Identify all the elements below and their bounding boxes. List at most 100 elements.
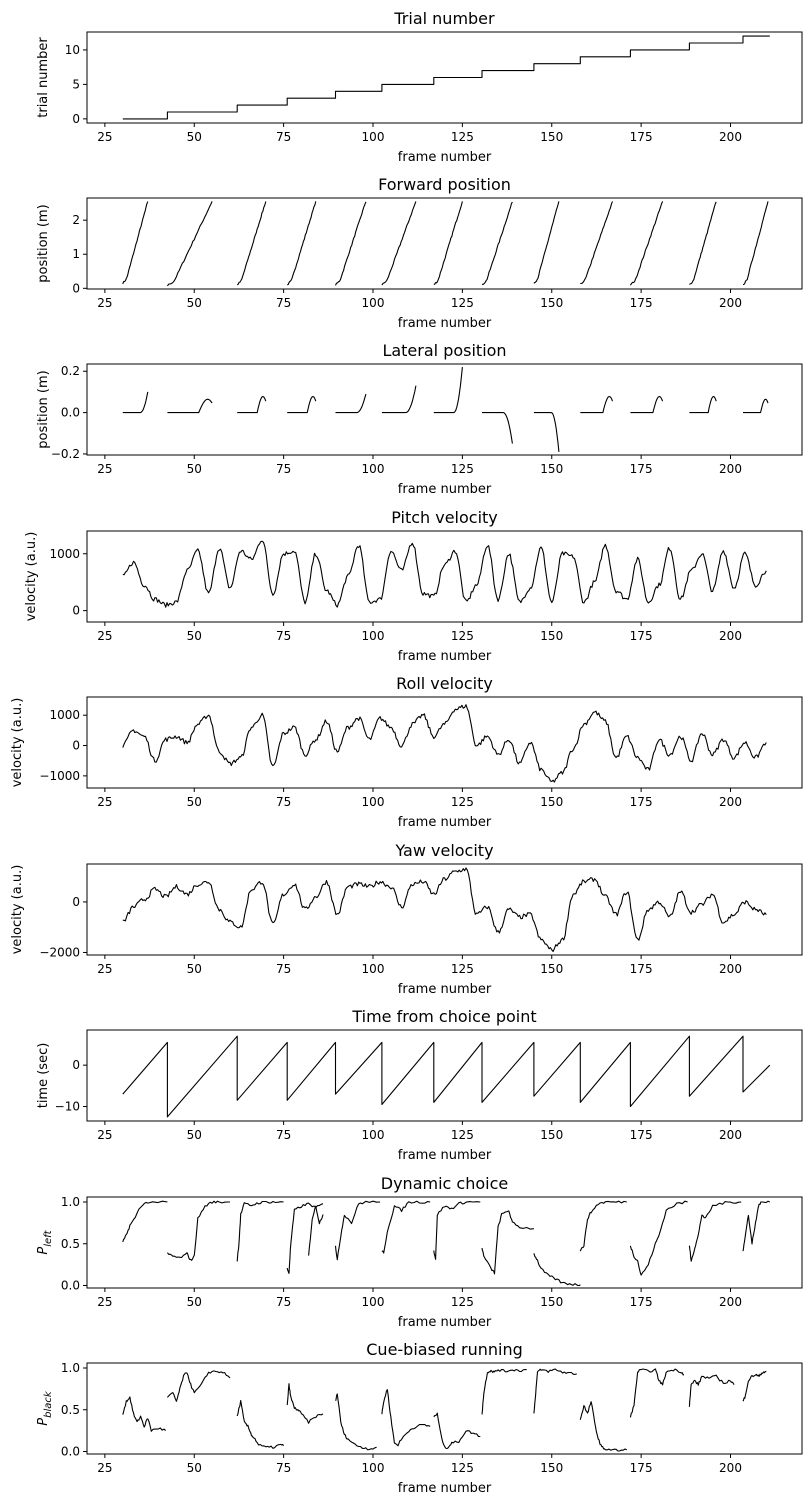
y-tick-label: −1000 bbox=[39, 769, 80, 783]
trial-position-line bbox=[381, 201, 417, 286]
x-tick-label: 50 bbox=[187, 1295, 202, 1309]
trial-probability-line bbox=[579, 1200, 627, 1252]
y-tick-label: −2000 bbox=[39, 945, 80, 959]
x-tick-label: 175 bbox=[630, 629, 653, 643]
trial-position-line bbox=[689, 201, 717, 285]
subplot-title: Time from choice point bbox=[351, 1007, 536, 1026]
trial-probability-line bbox=[166, 1370, 231, 1402]
subplot-3: Lateral position 25 50 75 100 125 150 175 200 −0.… bbox=[36, 341, 803, 497]
x-tick-label: 200 bbox=[719, 629, 742, 643]
x-tick-label: 200 bbox=[719, 1128, 742, 1142]
trial-lateral-line bbox=[237, 395, 267, 414]
x-tick-label: 150 bbox=[540, 962, 563, 976]
x-tick-label: 150 bbox=[540, 629, 563, 643]
x-tick-label: 50 bbox=[187, 962, 202, 976]
x-axis-label: frame number bbox=[398, 150, 492, 165]
x-tick-label: 25 bbox=[97, 462, 112, 476]
subplot-1: Trial number 25 50 75 100 125 150 175 200 0 5 10 fra… bbox=[36, 9, 803, 165]
trial-position-line bbox=[743, 201, 769, 286]
trial-position-line bbox=[533, 201, 560, 284]
y-tick-label: 0.0 bbox=[61, 1278, 80, 1292]
x-tick-label: 150 bbox=[540, 795, 563, 809]
x-axis-label: frame number bbox=[398, 649, 492, 664]
y-axis-label-text: time (sec) bbox=[36, 1043, 51, 1109]
x-tick-label: 150 bbox=[540, 1128, 563, 1142]
x-tick-label: 100 bbox=[362, 962, 385, 976]
subplot-title: Forward position bbox=[378, 175, 511, 194]
x-tick-label: 100 bbox=[362, 462, 385, 476]
x-tick-label: 100 bbox=[362, 1461, 385, 1475]
x-tick-label: 175 bbox=[630, 296, 653, 310]
trial-probability-line bbox=[381, 1200, 431, 1254]
x-tick-label: 75 bbox=[276, 462, 291, 476]
trial-position-line bbox=[580, 201, 614, 285]
x-tick-label: 125 bbox=[451, 462, 474, 476]
x-tick-label: 100 bbox=[362, 1128, 385, 1142]
x-tick-label: 25 bbox=[97, 1295, 112, 1309]
trial-probability-line bbox=[286, 1202, 324, 1274]
x-tick-label: 200 bbox=[719, 795, 742, 809]
x-tick-label: 25 bbox=[97, 1461, 112, 1475]
trial-probability-line bbox=[334, 1200, 381, 1261]
y-axis-label: velocity (a.u.) bbox=[24, 532, 39, 622]
y-axis-label-main: P bbox=[36, 1247, 51, 1255]
x-tick-label: 100 bbox=[362, 1295, 385, 1309]
y-axis-label-text: trial number bbox=[36, 37, 51, 118]
y-axis-label-subscript: left bbox=[43, 1229, 54, 1246]
x-axis-label: frame number bbox=[398, 815, 492, 830]
x-tick-label: 175 bbox=[630, 1461, 653, 1475]
y-tick-label: 0 bbox=[72, 1058, 80, 1072]
y-axis-label: position (m) bbox=[36, 370, 51, 448]
y-tick-label: 2 bbox=[72, 213, 80, 227]
trial-probability-line bbox=[533, 1253, 581, 1287]
x-tick-label: 150 bbox=[540, 1295, 563, 1309]
x-tick-label: 175 bbox=[630, 1128, 653, 1142]
x-tick-label: 200 bbox=[719, 130, 742, 144]
y-tick-label: 0 bbox=[72, 281, 80, 295]
x-tick-label: 125 bbox=[451, 1128, 474, 1142]
y-tick-label: 0.2 bbox=[61, 364, 80, 378]
subplot-title: Dynamic choice bbox=[381, 1174, 508, 1193]
y-tick-label: 5 bbox=[72, 77, 80, 91]
trial-probability-line bbox=[236, 1200, 284, 1262]
y-axis-label: time (sec) bbox=[36, 1043, 51, 1109]
x-tick-label: 200 bbox=[719, 462, 742, 476]
subplot-title: Cue-biased running bbox=[366, 1340, 523, 1359]
x-tick-label: 125 bbox=[451, 296, 474, 310]
y-tick-label: 1 bbox=[72, 247, 80, 261]
x-tick-label: 175 bbox=[630, 962, 653, 976]
trial-position-line bbox=[287, 201, 317, 286]
x-tick-label: 75 bbox=[276, 1128, 291, 1142]
trial-probability-line bbox=[742, 1200, 771, 1252]
x-axis-label: frame number bbox=[398, 316, 492, 331]
x-tick-label: 25 bbox=[97, 130, 112, 144]
x-tick-label: 200 bbox=[719, 1295, 742, 1309]
y-axis-label: Pblack bbox=[36, 1390, 54, 1426]
y-tick-label: 1.0 bbox=[61, 1195, 80, 1209]
y-tick-label: 10 bbox=[65, 43, 80, 57]
x-axis-label: frame number bbox=[398, 482, 492, 497]
x-tick-label: 125 bbox=[451, 629, 474, 643]
y-tick-label: −10 bbox=[55, 1100, 80, 1114]
subplot-8: Dynamic choice 25 50 75 100 125 150 175 200 0.0 0.… bbox=[36, 1174, 803, 1330]
x-tick-label: 75 bbox=[276, 1295, 291, 1309]
x-tick-label: 100 bbox=[362, 795, 385, 809]
x-axis-label: frame number bbox=[398, 1481, 492, 1496]
trial-probability-line bbox=[481, 1368, 527, 1415]
x-tick-label: 100 bbox=[362, 629, 385, 643]
subplot-7: Time from choice point 25 50 75 100 125 150 175… bbox=[36, 1007, 803, 1163]
y-axis-label: trial number bbox=[36, 37, 51, 118]
x-tick-label: 125 bbox=[451, 130, 474, 144]
trial-probability-line bbox=[579, 1401, 628, 1452]
series-line bbox=[122, 704, 767, 783]
x-tick-label: 125 bbox=[451, 795, 474, 809]
y-tick-label: 0 bbox=[72, 895, 80, 909]
x-tick-label: 200 bbox=[719, 296, 742, 310]
x-tick-label: 150 bbox=[540, 1461, 563, 1475]
y-axis-label: velocity (a.u.) bbox=[10, 698, 25, 788]
trial-position-line bbox=[166, 201, 213, 287]
x-tick-label: 25 bbox=[97, 962, 112, 976]
trial-probability-line bbox=[629, 1368, 685, 1418]
series-line bbox=[122, 867, 767, 953]
x-tick-label: 75 bbox=[276, 962, 291, 976]
